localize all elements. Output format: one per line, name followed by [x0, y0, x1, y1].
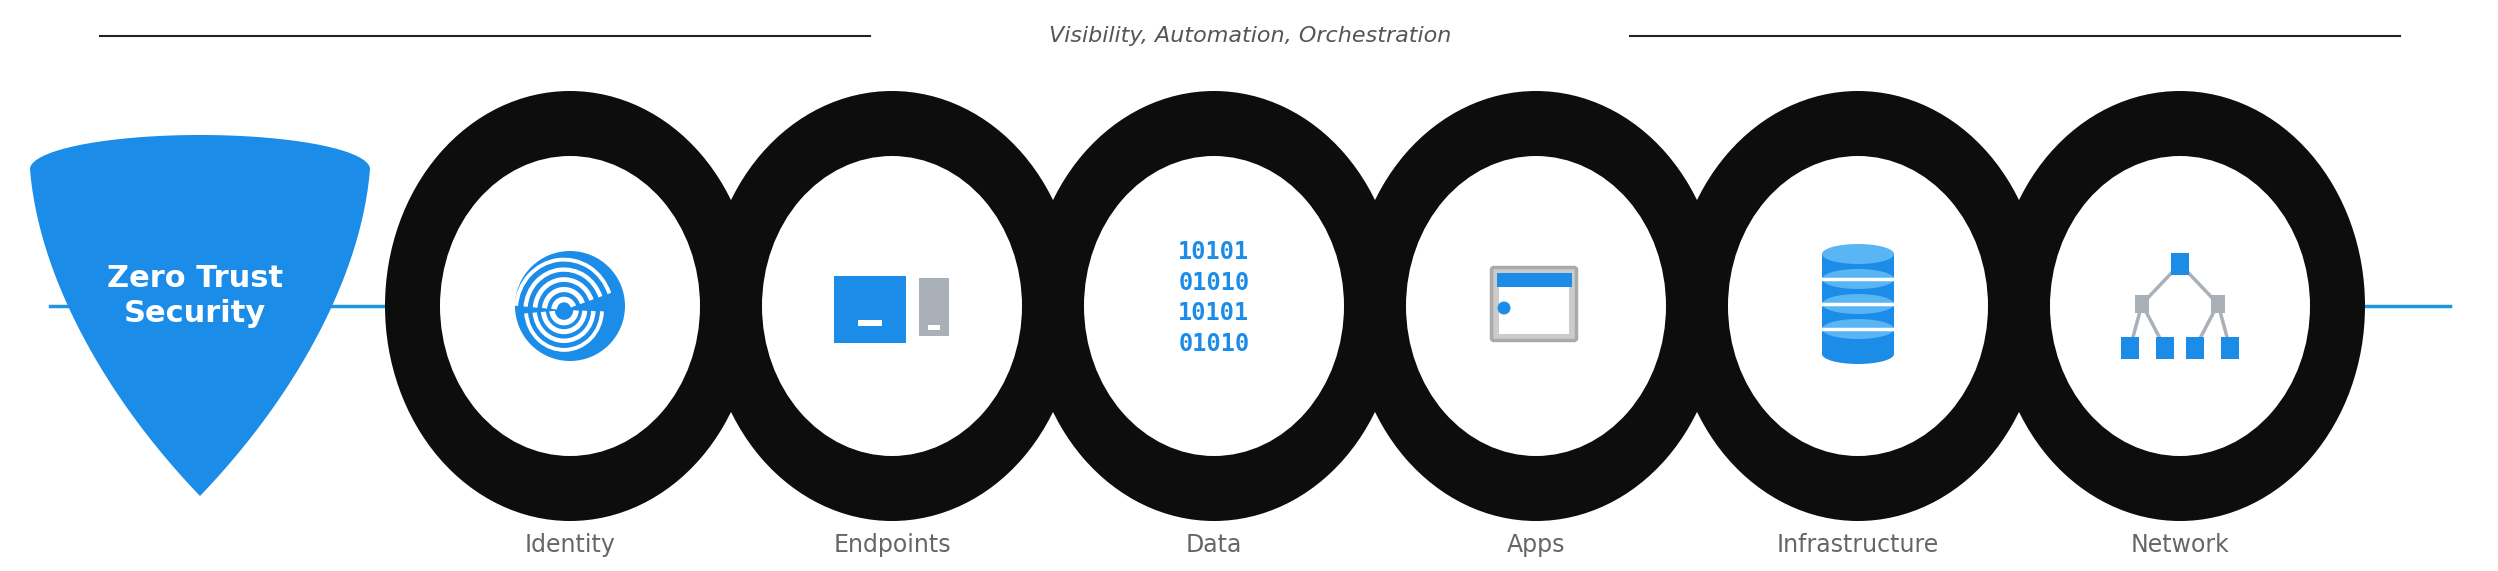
- Ellipse shape: [1821, 344, 1893, 364]
- Bar: [2136, 295, 2148, 313]
- Bar: [2186, 337, 2203, 359]
- Bar: [2171, 253, 2188, 275]
- FancyBboxPatch shape: [1491, 267, 1576, 340]
- Bar: [2211, 295, 2226, 313]
- Ellipse shape: [2051, 156, 2311, 456]
- Bar: [834, 275, 907, 331]
- Ellipse shape: [440, 156, 699, 456]
- Ellipse shape: [762, 156, 1022, 456]
- Bar: [919, 278, 949, 336]
- Ellipse shape: [1821, 269, 1893, 289]
- Ellipse shape: [1821, 244, 1893, 264]
- Bar: [1821, 279, 1893, 304]
- Text: Infrastructure: Infrastructure: [1776, 533, 1938, 557]
- Text: Zero Trust
Security: Zero Trust Security: [107, 264, 282, 328]
- Text: Identity: Identity: [525, 533, 615, 557]
- Text: 10101
01010
10101
01010: 10101 01010 10101 01010: [1179, 240, 1249, 356]
- Ellipse shape: [1821, 319, 1893, 339]
- Ellipse shape: [1996, 91, 2366, 521]
- Bar: [857, 320, 882, 325]
- Text: Apps: Apps: [1506, 533, 1566, 557]
- Bar: [1496, 272, 1571, 287]
- Bar: [1499, 286, 1569, 334]
- Ellipse shape: [1729, 156, 1988, 456]
- Ellipse shape: [1821, 294, 1893, 314]
- Ellipse shape: [1351, 91, 1721, 521]
- Text: Endpoints: Endpoints: [834, 533, 952, 557]
- Ellipse shape: [1029, 91, 1399, 521]
- Ellipse shape: [385, 91, 754, 521]
- Ellipse shape: [1406, 156, 1666, 456]
- Bar: [834, 329, 907, 343]
- Text: Data: Data: [1187, 533, 1242, 557]
- Ellipse shape: [1674, 91, 2043, 521]
- Ellipse shape: [707, 91, 1077, 521]
- Bar: [1821, 304, 1893, 329]
- Text: Visibility, Automation, Orchestration: Visibility, Automation, Orchestration: [1049, 26, 1451, 46]
- Bar: [2121, 337, 2138, 359]
- Bar: [1821, 254, 1893, 279]
- Bar: [1821, 329, 1893, 354]
- Text: Network: Network: [2131, 533, 2228, 557]
- Polygon shape: [30, 135, 370, 496]
- Circle shape: [1496, 301, 1511, 315]
- Bar: [927, 325, 939, 330]
- Circle shape: [515, 251, 624, 361]
- Ellipse shape: [1084, 156, 1344, 456]
- Bar: [2156, 337, 2173, 359]
- Bar: [2221, 337, 2238, 359]
